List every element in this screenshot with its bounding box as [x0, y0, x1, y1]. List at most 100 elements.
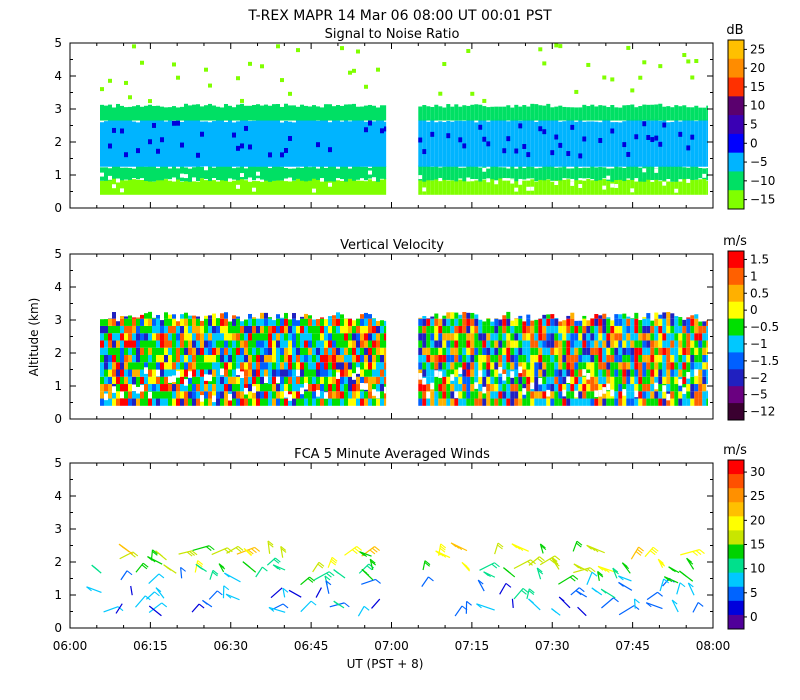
vv-gap: [610, 389, 615, 397]
plot-area: [70, 463, 713, 628]
snr-speckle: [340, 46, 344, 51]
snr-speckle: [658, 64, 663, 69]
y-tick-label: 1: [54, 588, 62, 602]
snr-patch: [598, 138, 603, 143]
wind-barb-flag: [600, 566, 607, 572]
vv-gap: [372, 389, 376, 396]
snr-patch: [160, 137, 164, 143]
vv-gap: [522, 388, 527, 395]
wind-barb: [327, 557, 333, 568]
y-tick-label: 5: [54, 36, 62, 50]
snr-patch: [418, 137, 423, 143]
wind-barb: [454, 605, 463, 617]
wind-barb: [280, 546, 284, 558]
wind-barb-flag: [551, 557, 558, 563]
snr-speckle: [694, 59, 699, 64]
snr-speckle: [542, 61, 547, 66]
colorbar-swatch: [728, 488, 744, 503]
colorbar-swatch: [728, 572, 744, 588]
snr-patch: [478, 124, 483, 130]
wind-barb-flag: [356, 546, 363, 551]
vv-gap: [598, 389, 603, 397]
snr-gap: [422, 187, 427, 192]
vv-gap: [686, 372, 691, 379]
wind-barb-flag: [235, 547, 242, 553]
vv-gap: [156, 369, 160, 377]
wind-barb-flag: [623, 564, 630, 570]
snr-patch: [514, 148, 519, 154]
wind-barb: [272, 564, 286, 571]
wind-barb-flag: [237, 545, 244, 551]
wind-barb-flag: [645, 602, 652, 608]
colorbar-label: −0.5: [750, 320, 779, 334]
vv-gap: [694, 369, 699, 376]
wind-barb-flag: [268, 606, 275, 612]
snr-patch: [180, 142, 184, 148]
colorbar-swatch: [728, 502, 744, 517]
snr-speckle: [482, 98, 487, 103]
vv-gap: [208, 374, 212, 382]
wind-barb-flag: [208, 545, 215, 551]
data-field: [86, 540, 705, 617]
wind-barb-flag: [522, 587, 529, 593]
snr-patch: [328, 147, 332, 153]
snr-gap: [630, 188, 635, 193]
wind-barb-flag: [636, 548, 643, 554]
colorbar-swatch: [728, 152, 744, 172]
wind-barb: [499, 583, 507, 595]
wind-barb-flag: [666, 577, 673, 583]
colorbar-swatch: [728, 460, 744, 475]
snr-speckle: [470, 91, 475, 96]
wind-barb: [476, 603, 495, 611]
panel-2: 0 1 2 3 4 5 Vertical Velocity 1.5 1 0.5 0 −0.5 −1 −1.…: [54, 234, 779, 426]
snr-speckle: [690, 75, 695, 80]
snr-speckle: [128, 95, 132, 100]
wind-barb-flag: [597, 572, 604, 578]
wind-barb-flag: [505, 568, 511, 574]
panel-title: Signal to Noise Ratio: [325, 27, 460, 42]
wind-barb-flag: [267, 540, 274, 546]
wind-barb-flag: [428, 576, 434, 582]
wind-barb-flag: [634, 598, 640, 604]
colorbar-label: −5: [750, 388, 768, 402]
colorbar-label: −10: [750, 174, 775, 188]
snr-patch: [650, 137, 655, 143]
wind-barb-flag: [659, 561, 666, 567]
vv-gap: [140, 384, 144, 392]
wind-barb: [686, 557, 695, 570]
wind-barb-flag: [528, 598, 534, 604]
wind-barb-flag: [517, 546, 524, 551]
wind-barb-flag: [189, 550, 195, 556]
vv-gap: [168, 376, 172, 383]
vv-gap: [654, 382, 659, 390]
wind-barb-flag: [635, 551, 642, 556]
snr-patch: [172, 120, 176, 126]
wind-barb: [586, 572, 593, 585]
wind-barb-flag: [325, 580, 332, 586]
snr-gap: [256, 171, 260, 176]
vv-gap: [430, 382, 435, 390]
wind-barb-flag: [363, 570, 370, 576]
vv-gap: [212, 395, 216, 403]
colorbar-label: 0: [750, 303, 758, 317]
wind-barb: [145, 591, 155, 600]
snr-speckle: [348, 70, 352, 75]
wind-barb-flag: [591, 587, 598, 593]
wind-barb: [659, 578, 665, 592]
colorbar-swatch: [728, 403, 744, 421]
colorbar: 1.5 1 0.5 0 −0.5 −1 −1.5 −2 −5 −12 m/s: [723, 234, 779, 421]
wind-barb: [494, 542, 499, 555]
vv-gap: [482, 386, 487, 394]
wind-barb-flag: [267, 542, 274, 548]
colorbar-label: 20: [750, 61, 765, 75]
snr-speckle: [364, 84, 368, 89]
x-tick-label: 06:00: [53, 639, 88, 653]
wind-barb-flag: [246, 550, 253, 556]
snr-gap: [184, 174, 188, 179]
vv-gap: [602, 387, 607, 394]
snr-gap: [570, 181, 575, 186]
snr-speckle: [236, 76, 240, 81]
vv-gap: [586, 372, 591, 380]
snr-patch: [232, 132, 236, 138]
snr-speckle: [108, 78, 112, 83]
